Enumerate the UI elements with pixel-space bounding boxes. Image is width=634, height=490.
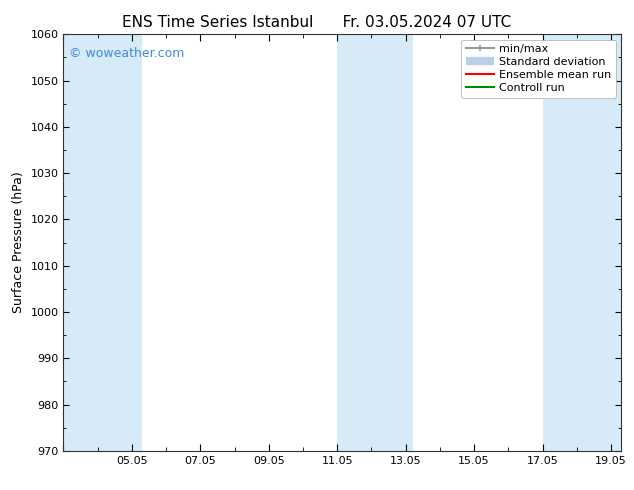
Text: © woweather.com: © woweather.com xyxy=(69,47,184,60)
Bar xyxy=(337,34,413,451)
Legend: min/max, Standard deviation, Ensemble mean run, Controll run: min/max, Standard deviation, Ensemble me… xyxy=(462,40,616,98)
Y-axis label: Surface Pressure (hPa): Surface Pressure (hPa) xyxy=(12,172,25,314)
Bar xyxy=(63,34,142,451)
Bar xyxy=(543,34,621,451)
Text: ENS Time Series Istanbul      Fr. 03.05.2024 07 UTC: ENS Time Series Istanbul Fr. 03.05.2024 … xyxy=(122,15,512,30)
